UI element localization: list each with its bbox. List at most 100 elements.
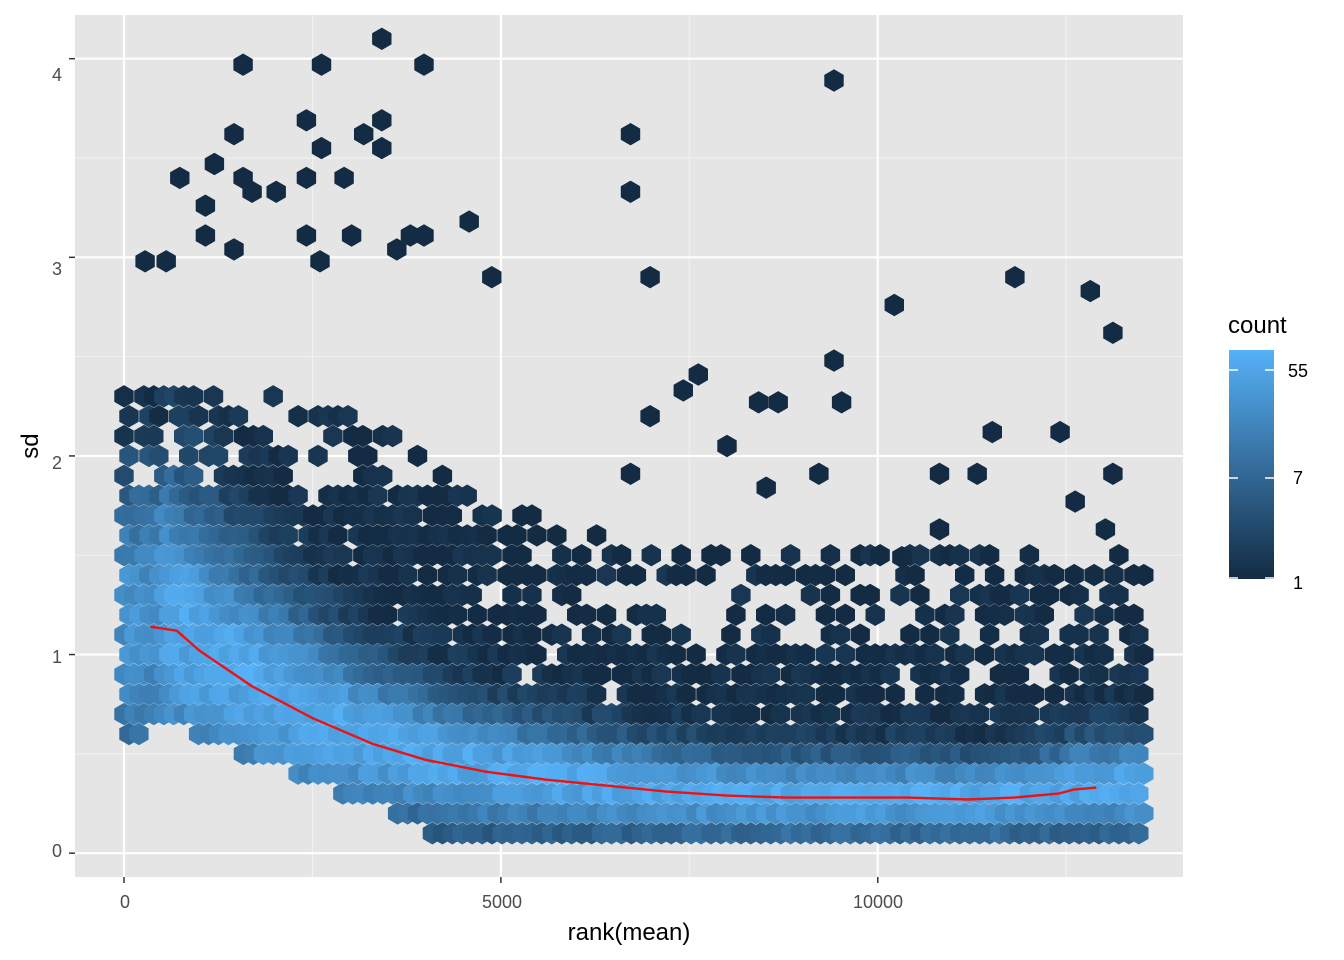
- hex-bin: [581, 623, 602, 646]
- hex-bin: [696, 563, 716, 587]
- hex-bin: [673, 379, 693, 402]
- hex-bin: [884, 293, 904, 317]
- hex-bin: [820, 702, 841, 726]
- x-tick-label: 0: [120, 892, 130, 912]
- hex-bin: [1103, 321, 1123, 344]
- hex-bin: [688, 363, 708, 386]
- hex-bin: [717, 434, 737, 458]
- hex-bin: [892, 546, 912, 569]
- hex-bin: [1084, 563, 1104, 587]
- hex-bin: [482, 623, 502, 646]
- hex-bin: [323, 424, 343, 448]
- hex-bin: [955, 643, 975, 666]
- hex-bin: [1005, 266, 1025, 289]
- hex-bin: [1019, 702, 1040, 726]
- hex-bin: [1024, 643, 1045, 666]
- hex-bin: [288, 405, 308, 428]
- hex-bin: [929, 518, 950, 541]
- hex-bin: [1134, 563, 1154, 587]
- hex-bin: [596, 563, 617, 587]
- hex-bin: [1134, 802, 1154, 825]
- hex-bin: [620, 123, 641, 146]
- hex-bin: [576, 603, 597, 626]
- hex-bin: [835, 603, 855, 626]
- hex-bin: [925, 643, 945, 666]
- legend: count 55 7 1: [1228, 312, 1308, 593]
- hex-bin: [1134, 683, 1154, 706]
- hex-bin: [387, 238, 407, 261]
- hex-bin: [296, 166, 317, 190]
- hex-bin: [870, 544, 890, 567]
- hex-bin: [651, 623, 671, 646]
- hex-bin: [149, 444, 169, 468]
- hex-bin: [1064, 563, 1084, 587]
- trend-line-layer: [150, 625, 1097, 801]
- hex-bin: [721, 623, 741, 646]
- x-tick-label: 10000: [853, 892, 903, 912]
- x-axis-title: rank(mean): [568, 919, 691, 946]
- hex-bin: [955, 563, 975, 587]
- hex-bin: [572, 544, 592, 567]
- hex-bin: [311, 136, 332, 160]
- hex-bin: [372, 27, 392, 50]
- hex-bin: [775, 603, 796, 626]
- hex-bin: [982, 420, 1002, 444]
- hex-bin: [253, 424, 273, 448]
- hex-bin: [809, 462, 829, 485]
- hex-bin: [368, 484, 388, 507]
- y-tick-label: 2: [52, 453, 62, 473]
- hex-bin: [756, 476, 776, 499]
- hex-bin: [910, 583, 930, 607]
- hex-bin: [1104, 563, 1124, 587]
- hex-bin: [1080, 279, 1100, 303]
- hex-bin: [397, 563, 418, 587]
- hex-bin: [950, 544, 970, 567]
- hex-bin: [835, 643, 855, 666]
- hex-bin: [502, 583, 522, 607]
- hex-bin: [183, 424, 204, 448]
- hex-bin: [547, 524, 567, 547]
- hex-bin: [273, 464, 293, 487]
- hex-bin: [835, 563, 855, 587]
- hex-bin: [213, 424, 234, 448]
- hex-bin: [328, 524, 348, 547]
- hex-bin: [1050, 420, 1070, 444]
- hex-bin: [224, 123, 244, 146]
- hex-bin: [586, 524, 607, 547]
- hex-bin: [1054, 643, 1074, 666]
- hex-bin: [402, 504, 423, 527]
- hex-bin: [1129, 782, 1149, 805]
- hex-bin: [358, 444, 378, 468]
- hex-bin: [442, 504, 462, 527]
- hex-bin: [850, 623, 870, 646]
- hex-bin: [1094, 603, 1114, 626]
- hex-bin: [865, 603, 885, 626]
- hex-bin: [611, 544, 632, 567]
- hex-bin: [1009, 583, 1030, 607]
- hex-bin: [278, 444, 298, 468]
- axes-layer: 0 5000 10000 0 1 2 3 4 rank(mean) sd: [17, 57, 903, 946]
- hex-bin: [288, 484, 308, 507]
- hex-bin: [741, 544, 761, 567]
- trend-line: [150, 625, 1097, 801]
- hex-bin: [711, 663, 731, 686]
- hex-bin: [183, 464, 204, 487]
- hex-bin: [731, 583, 751, 607]
- hex-bin: [278, 524, 298, 547]
- hex-bin: [1134, 643, 1154, 666]
- hex-bin: [1029, 623, 1049, 646]
- hex-bin: [482, 544, 502, 567]
- hex-bin: [671, 544, 691, 567]
- hex-bin: [414, 53, 434, 76]
- hex-bin: [156, 250, 176, 273]
- hex-bin: [417, 563, 438, 587]
- hex-bin: [1024, 683, 1045, 706]
- hex-bin: [552, 544, 572, 567]
- hex-bin: [179, 444, 199, 468]
- hex-bin: [333, 544, 353, 567]
- hex-bin: [994, 603, 1015, 626]
- hex-bin: [691, 702, 711, 726]
- hex-bin: [144, 424, 164, 448]
- hex-bin: [522, 623, 542, 646]
